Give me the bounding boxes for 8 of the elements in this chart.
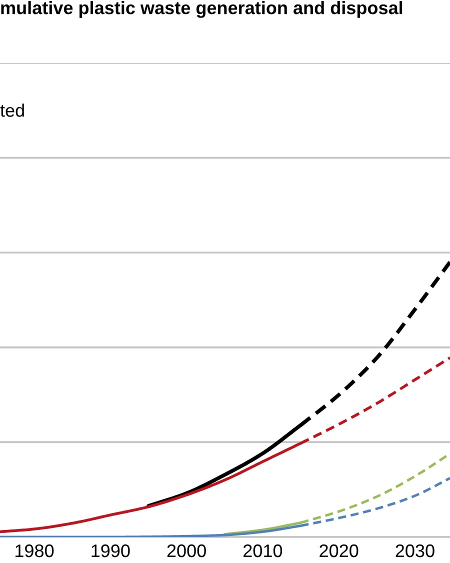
chart-title: mulative plastic waste generation and disposal	[1, 1, 402, 18]
x-tick-label: 2030	[396, 544, 434, 558]
x-tick-label: 1980	[16, 544, 54, 558]
x-tick-label: 2010	[244, 544, 282, 558]
x-tick-label: 2020	[320, 544, 358, 558]
x-tick-label: 1990	[92, 544, 130, 558]
text: ted	[0, 104, 24, 117]
x-tick-label: 2000	[167, 544, 206, 558]
